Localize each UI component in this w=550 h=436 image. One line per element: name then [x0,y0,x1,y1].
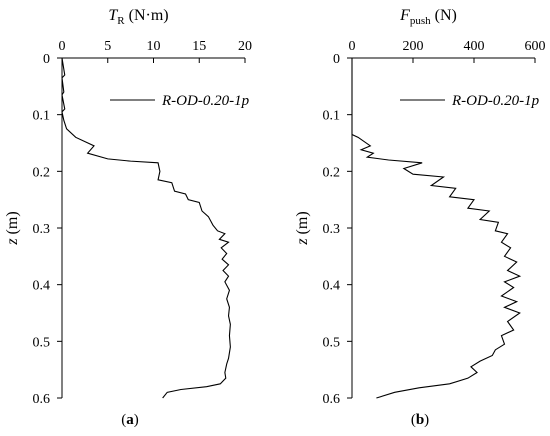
x-tick-label: 10 [147,39,161,54]
y-tick-label: 0.1 [323,109,341,124]
x-tick-label: 200 [403,39,424,54]
y-tick-label: 0.4 [33,279,51,294]
y-tick-label: 0 [43,52,50,67]
x-tick-label: 0 [59,39,66,54]
x-tick-label: 5 [104,39,111,54]
y-tick-label: 0.2 [323,165,341,180]
series-line [61,57,231,399]
x-tick-label: 0 [349,39,356,54]
y-tick-label: 0.3 [33,222,51,237]
y-tick-label: 0.6 [323,392,341,407]
y-tick-label: 0.4 [323,279,341,294]
panel-label: (b) [411,412,429,428]
y-tick-label: 0.2 [33,165,51,180]
x-axis-title: TR (N·m) [108,7,168,27]
y-tick-label: 0.1 [33,109,51,124]
y-axis-title: z (m) [294,211,311,245]
x-axis-title: Fpush (N) [399,7,457,27]
legend-label: R-OD-0.20-1p [161,93,250,109]
x-tick-label: 20 [238,39,252,54]
y-tick-label: 0.5 [33,335,51,350]
legend-label: R-OD-0.20-1p [451,93,540,109]
x-tick-label: 400 [464,39,485,54]
series-line [351,58,522,399]
x-tick-label: 15 [192,39,206,54]
y-tick-label: 0.3 [323,222,341,237]
y-axis-title: z (m) [4,211,21,245]
y-tick-label: 0.6 [33,392,51,407]
x-tick-label: 600 [525,39,546,54]
panel-label: (a) [121,412,139,428]
y-tick-label: 0 [333,52,340,67]
chart-panel-b: 0 200 400 600 0 0.1 0.2 0.3 0.4 0.5 0.6 Fpush (N) z … [294,7,546,428]
y-tick-label: 0.5 [323,335,341,350]
chart-panel-a: 0 5 10 15 20 0 0.1 0.2 0.3 0.4 0.5 0.6 TR (N·m) z (m)… [4,7,252,428]
